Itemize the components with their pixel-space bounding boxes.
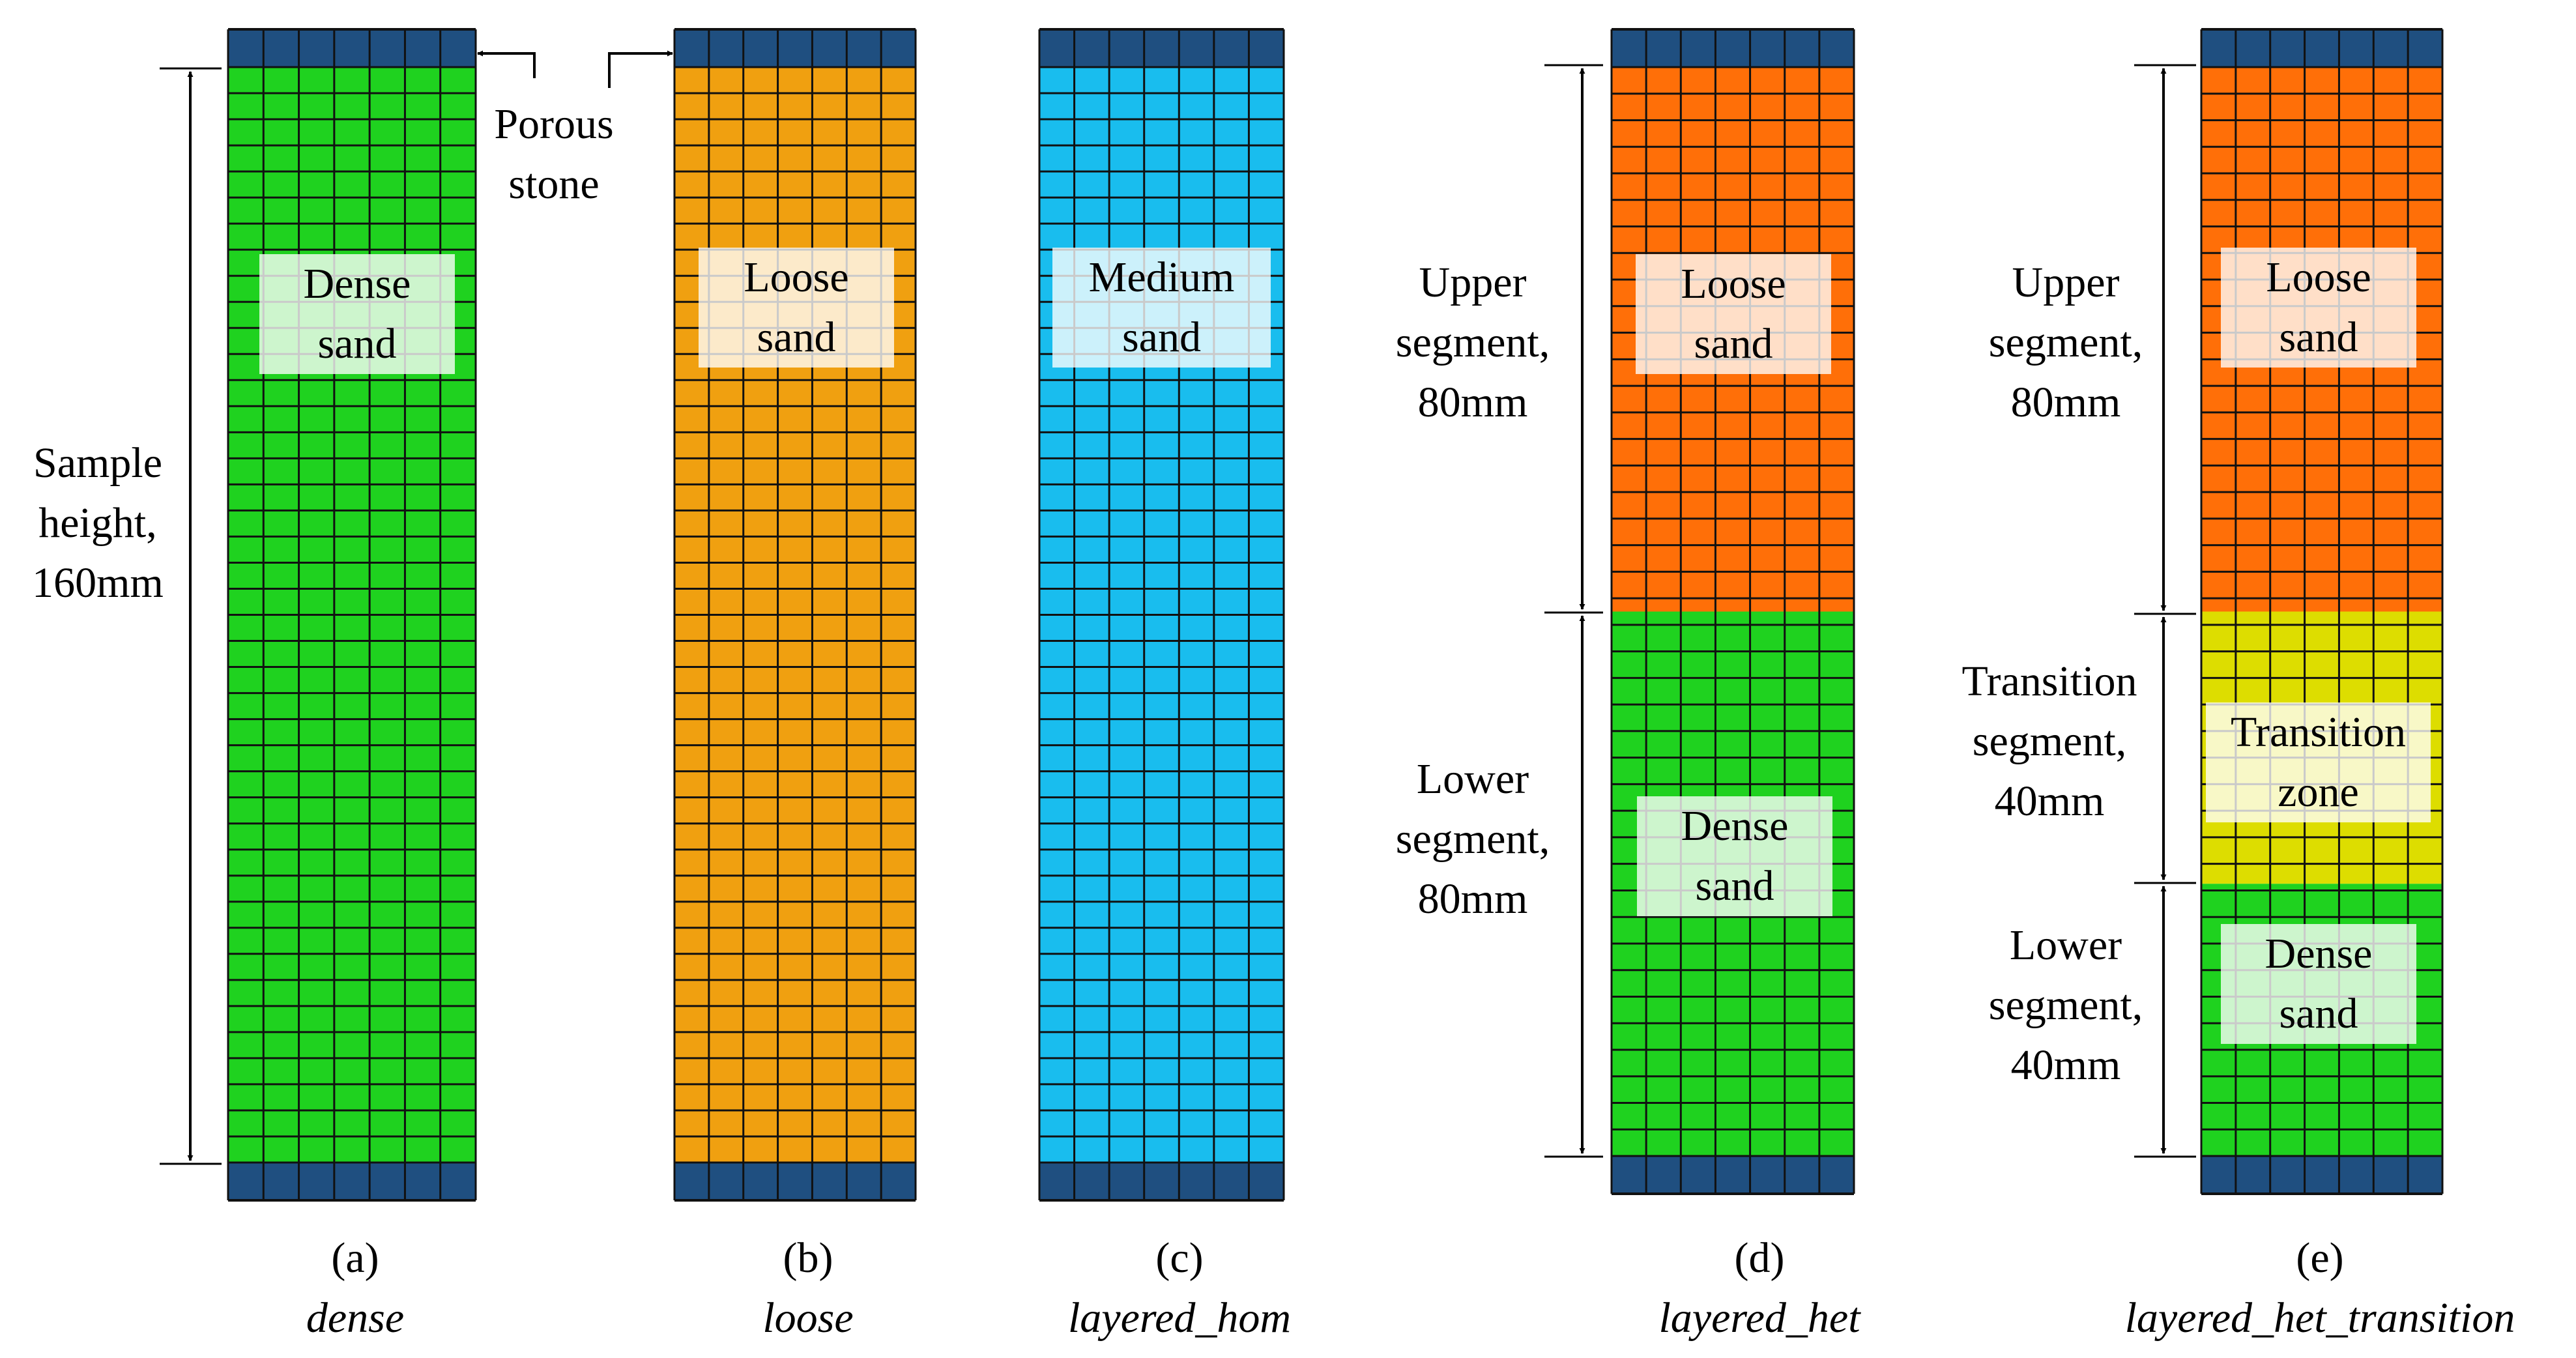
e-transition-line3: 40mm (1994, 777, 2105, 825)
label-e1-line1: Loose (2266, 253, 2371, 301)
porous-stone-top-a (228, 29, 476, 67)
e-transition-line2: segment, (1972, 717, 2127, 765)
porous-stone-bottom-c (1039, 1163, 1284, 1200)
porous-stone-top-b (674, 29, 916, 67)
caption-c-name: layered_hom (1067, 1294, 1292, 1342)
d-upper-segment-label: Upper segment, 80mm (1368, 253, 1577, 433)
label-d2-line2: sand (1695, 862, 1774, 910)
porous-stone-bottom-a (228, 1163, 476, 1200)
e-lower-segment-label: Lower segment, 40mm (1961, 916, 2170, 1095)
label-d-loose-sand: Loose sand (1636, 254, 1831, 374)
caption-b: (b) loose (678, 1228, 938, 1348)
label-b-loose-sand: Loose sand (699, 248, 894, 368)
label-e3-line2: sand (2279, 990, 2358, 1037)
d-lower-line1: Lower (1416, 755, 1529, 803)
d-lower-segment-label: Lower segment, 80mm (1368, 749, 1577, 929)
label-a-line2: sand (317, 320, 397, 368)
mesh-grid-c (1038, 29, 1285, 1200)
porous-stone-line1: Porous (494, 100, 614, 148)
e-lower-line1: Lower (2009, 921, 2122, 969)
caption-c: (c) layered_hom (1017, 1228, 1342, 1348)
label-b-line1: Loose (744, 253, 849, 301)
label-d-dense-sand: Dense sand (1637, 796, 1832, 916)
d-upper-line3: 80mm (1417, 379, 1528, 426)
label-d2-line1: Dense (1681, 802, 1789, 850)
label-a-dense-sand: Dense sand (259, 254, 455, 374)
e-upper-line3: 80mm (2010, 379, 2121, 426)
e-upper-line2: segment, (1988, 319, 2143, 366)
porous-stone-bottom-b (674, 1163, 916, 1200)
label-e3-line1: Dense (2265, 930, 2373, 977)
label-e1-line2: sand (2279, 313, 2358, 361)
porous-stone-label: Porous stone (489, 94, 619, 214)
e-upper-segment-label: Upper segment, 80mm (1961, 253, 2170, 433)
label-a-line1: Dense (303, 260, 411, 308)
label-e-dense-sand: Dense sand (2221, 924, 2416, 1044)
sample-height-label: Sample height, 160mm (13, 433, 182, 613)
label-c-line1: Medium (1088, 253, 1235, 301)
caption-e-letter: (e) (2296, 1234, 2344, 1282)
label-c-line2: sand (1122, 313, 1201, 361)
sample-height-line2: height, (38, 499, 157, 547)
label-e2-line1: Transition (2231, 708, 2406, 756)
e-lower-line2: segment, (1988, 981, 2143, 1029)
d-upper-line1: Upper (1419, 259, 1527, 306)
e-transition-segment-label: Transition segment, 40mm (1929, 652, 2170, 831)
porous-stone-arrow-b (608, 50, 673, 88)
porous-stone-top-e (2201, 29, 2442, 67)
caption-a: (a) dense (225, 1228, 485, 1348)
porous-stone-line2: stone (508, 160, 600, 208)
label-c-medium-sand: Medium sand (1052, 248, 1271, 368)
porous-stone-arrow-a (477, 50, 536, 78)
caption-a-name: dense (306, 1294, 405, 1342)
caption-e-name: layered_het_transition (2124, 1294, 2515, 1342)
label-e2-line2: zone (2278, 768, 2359, 816)
e-transition-line1: Transition (1961, 657, 2137, 705)
caption-a-letter: (a) (331, 1234, 379, 1282)
caption-d: (d) layered_het (1597, 1228, 1922, 1348)
e-lower-line3: 40mm (2010, 1041, 2121, 1089)
label-d1-line1: Loose (1681, 260, 1786, 308)
porous-stone-bottom-e (2201, 1156, 2442, 1194)
caption-e: (e) layered_het_transition (2085, 1228, 2554, 1348)
label-e-loose-sand: Loose sand (2221, 248, 2416, 368)
label-b-line2: sand (757, 313, 836, 361)
caption-b-letter: (b) (783, 1234, 833, 1282)
e-upper-line1: Upper (2012, 259, 2120, 306)
caption-c-letter: (c) (1155, 1234, 1204, 1282)
caption-d-letter: (d) (1734, 1234, 1785, 1282)
d-upper-line2: segment, (1395, 319, 1550, 366)
caption-b-name: loose (762, 1294, 854, 1342)
sample-height-line1: Sample (33, 439, 162, 487)
sample-height-line3: 160mm (32, 559, 164, 607)
d-lower-line2: segment, (1395, 815, 1550, 863)
label-d1-line2: sand (1694, 320, 1773, 368)
label-e-transition-zone: Transition zone (2206, 702, 2431, 822)
porous-stone-top-c (1039, 29, 1284, 67)
porous-stone-top-d (1612, 29, 1854, 67)
caption-d-name: layered_het (1658, 1294, 1860, 1342)
d-lower-line3: 80mm (1417, 875, 1528, 923)
porous-stone-bottom-d (1612, 1156, 1854, 1194)
